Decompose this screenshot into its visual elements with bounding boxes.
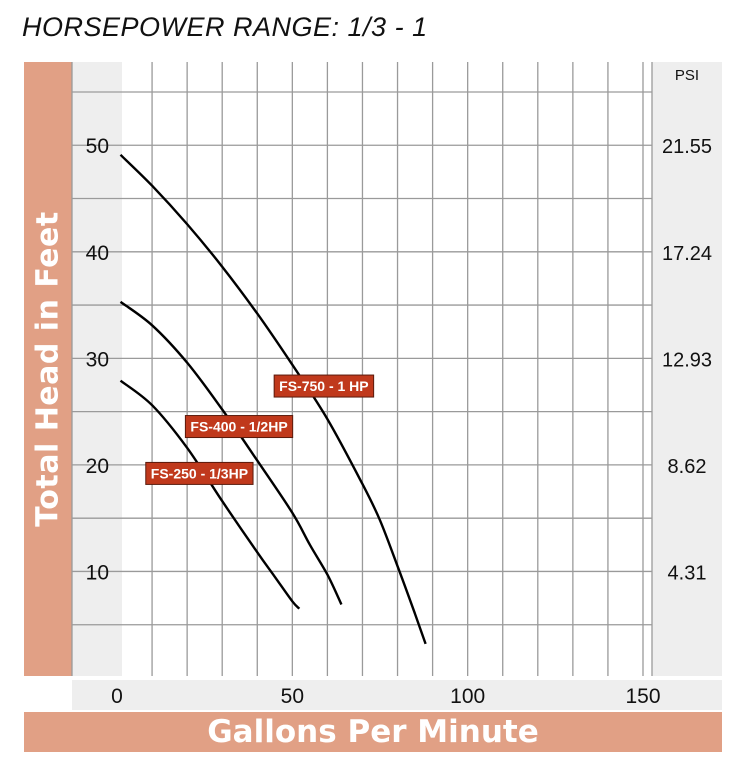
series-label-1: FS-400 - 1/2HP: [184, 415, 294, 439]
y-tick-labels: 10 20 30 40 50: [86, 135, 109, 584]
psi-tick-label: 12.93: [662, 349, 712, 371]
series-label-box: [145, 461, 254, 485]
psi-axis-title: PSI: [675, 67, 699, 84]
x-tick-labels: 0 50 100 150: [111, 685, 660, 708]
y-axis-band: [24, 62, 72, 676]
psi-tick-label: 8.62: [668, 456, 707, 478]
psi-tick-label: 21.55: [662, 136, 712, 158]
x-axis-band: [24, 712, 722, 752]
series-label-text: FS-250 - 1/3HP: [151, 465, 248, 481]
series-label-0: FS-250 - 1/3HP: [145, 461, 254, 485]
series-labels: FS-250 - 1/3HP FS-400 - 1/2HP FS-750 - 1 H…: [145, 374, 375, 485]
x-axis-title: Gallons Per Minute: [207, 714, 539, 750]
series-label-text: FS-750 - 1 HP: [279, 378, 368, 394]
y-tick-label: 40: [86, 242, 109, 265]
series-label-box: [273, 374, 375, 398]
x-tick-label: 100: [450, 685, 485, 708]
x-tick-label: 150: [625, 685, 660, 708]
x-tick-band: [72, 680, 722, 710]
left-margin-bg: [72, 62, 122, 676]
x-tick-label: 0: [111, 685, 123, 708]
y-tick-label: 50: [86, 135, 109, 158]
series-label-box: [184, 415, 294, 439]
x-tick-label: 50: [281, 685, 304, 708]
grid: [71, 62, 653, 676]
y-tick-label: 30: [86, 348, 109, 371]
psi-axis-bg: [652, 62, 722, 676]
y-tick-label: 20: [86, 455, 109, 478]
series-label-2: FS-750 - 1 HP: [273, 374, 375, 398]
psi-tick-label: 4.31: [668, 562, 707, 584]
psi-tick-labels: 4.31 8.62 12.93 17.24 21.55: [662, 136, 712, 584]
chart-title: HORSEPOWER RANGE: 1/3 - 1: [22, 12, 428, 42]
y-tick-label: 10: [86, 561, 109, 584]
plot-area: [122, 62, 652, 676]
psi-tick-label: 17.24: [662, 243, 712, 265]
series-line-0: [119, 379, 301, 610]
series-line-1: [119, 300, 343, 606]
series-label-text: FS-400 - 1/2HP: [190, 419, 287, 435]
